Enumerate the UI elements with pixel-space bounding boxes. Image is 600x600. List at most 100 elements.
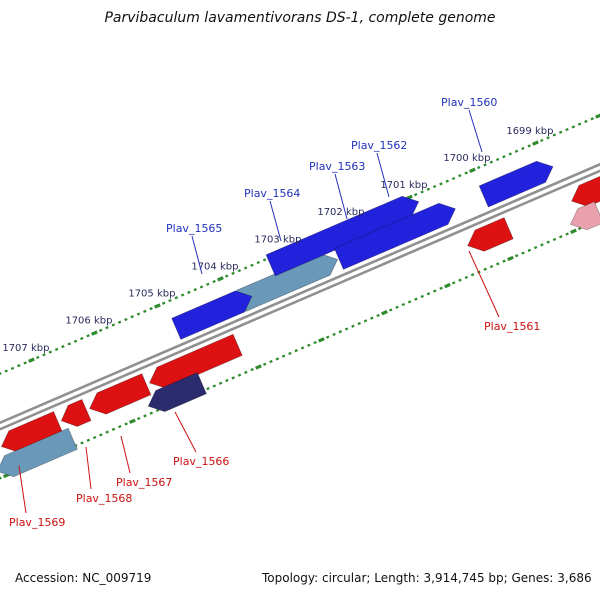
tick-dot-lower [300,346,305,350]
tick-dot-lower [433,289,437,293]
tick-dot-lower [111,427,116,431]
axis-tick-label: 1703 kbp [254,234,301,245]
tick-dot-lower [136,416,141,421]
tick-dot-upper [262,258,267,262]
axis-tick-label: 1705 kbp [128,289,175,300]
gene-label-Plav_1566: Plav_1566 [173,455,229,468]
tick-dot-upper [217,276,224,282]
tick-dot-upper [136,312,141,316]
gene-label-leader-Plav_1564 [269,200,282,242]
gene-arrow [147,372,207,412]
tick-dot-lower [313,340,317,345]
tick-dot-upper [237,269,242,273]
gene-label-Plav_1569: Plav_1569 [9,516,65,529]
tick-dot-lower [376,313,380,318]
gene-arrow-Plav_1568 [60,398,92,427]
axis-tick-label: 1699 kbp [506,126,553,137]
tick-dot-lower [395,305,399,309]
tick-dot-lower [570,228,577,234]
tick-dot-lower [489,264,494,269]
tick-dot-upper [546,136,550,140]
tick-dot-lower [344,327,349,331]
gene-arrow-Plav_1561 [467,217,514,252]
tick-dot-lower [128,418,136,424]
tick-dot-lower [218,381,223,385]
tick-dot-lower [426,292,431,296]
tick-dot-upper [414,193,418,197]
tick-dot-lower [206,387,210,391]
gene-arrow-Plav_1560 [478,160,554,208]
tick-dot-upper [98,328,103,332]
tick-dot-upper [130,315,134,319]
gene-arrow [571,175,600,207]
axis-tick-label: 1702 kbp [317,207,364,218]
tick-dot-lower [451,281,456,285]
gene-label-Plav_1567: Plav_1567 [116,476,172,489]
tick-dot-lower [540,243,544,247]
tick-dot-upper [117,320,122,324]
tick-dot-upper [250,263,254,267]
tick-dot-upper [4,369,8,373]
tick-dot-lower [521,251,525,255]
axis-tick-label: 1700 kbp [443,153,490,164]
gene-label-leader-Plav_1569 [18,465,27,514]
tick-dot-upper [243,266,248,270]
tick-dot-upper [540,138,544,143]
gene-arrow-Plav_1562 [333,202,456,270]
tick-dot-upper [426,187,431,191]
tick-dot-lower [124,422,128,426]
gene-label-Plav_1564: Plav_1564 [244,187,300,200]
tick-dot-lower [269,359,273,364]
tick-dot-upper [187,290,191,294]
tick-dot-upper [17,364,21,368]
tick-dot-lower [507,255,514,262]
tick-dot-lower [143,414,147,418]
tick-dot-lower [439,286,443,290]
tick-dot-upper [161,301,166,305]
tick-dot-upper [451,176,456,181]
tick-dot-upper [61,345,65,349]
tick-dot-upper [590,117,594,121]
tick-dot-lower [212,384,217,388]
tick-dot-lower [275,357,280,361]
tick-dot-lower [225,378,229,383]
gene-label-leader-Plav_1565 [191,235,203,275]
tick-dot-upper [483,163,487,167]
accession-text: Accession: NC_009719 [15,571,152,585]
gene-label-leader-Plav_1561 [468,250,500,318]
page-title: Parvibaculum lavamentivorans DS-1, compl… [104,10,496,26]
gene-label-Plav_1568: Plav_1568 [76,492,132,505]
tick-dot-upper [54,347,59,351]
tick-dot-lower [92,435,97,440]
tick-dot-lower [470,273,475,277]
tick-dot-upper [180,293,185,297]
tick-dot-upper [508,152,512,156]
gene-arrow-Plav_1567 [89,373,152,415]
gene-label-leader-Plav_1568 [85,446,92,490]
tick-dot-upper [565,127,569,132]
tick-dot-lower [483,267,487,271]
gene-arrow [0,427,78,478]
tick-dot-lower [332,332,336,337]
tick-dot-lower [496,262,500,266]
tick-dot-lower [255,364,262,370]
tick-dot-upper [28,357,35,363]
axis-tick-label: 1707 kbp [2,343,49,354]
axis-tick-label: 1701 kbp [380,180,427,191]
tick-dot-lower [546,240,550,244]
tick-dot-upper [212,279,216,284]
genome-axis-line [0,162,600,425]
tick-dot-lower [318,337,325,343]
tick-dot-lower [527,248,532,252]
tick-dot-lower [325,335,330,339]
tick-dot-lower [307,343,311,347]
tick-dot-upper [143,309,147,313]
tick-dot-upper [86,334,90,338]
tick-dot-upper [0,372,2,375]
gene-arrow-Plav_1569 [0,411,64,453]
tick-dot-lower [414,297,418,301]
tick-dot-lower [514,254,519,258]
tick-dot-lower [80,441,84,445]
tick-dot-upper [595,113,600,119]
